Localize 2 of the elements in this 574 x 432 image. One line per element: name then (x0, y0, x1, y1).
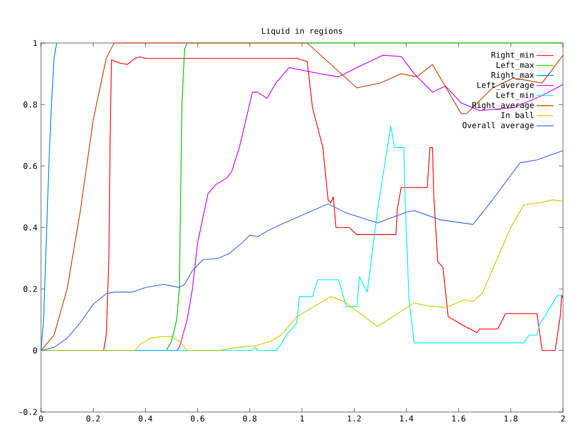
line-series (40, 199, 564, 351)
line-series (40, 42, 58, 351)
